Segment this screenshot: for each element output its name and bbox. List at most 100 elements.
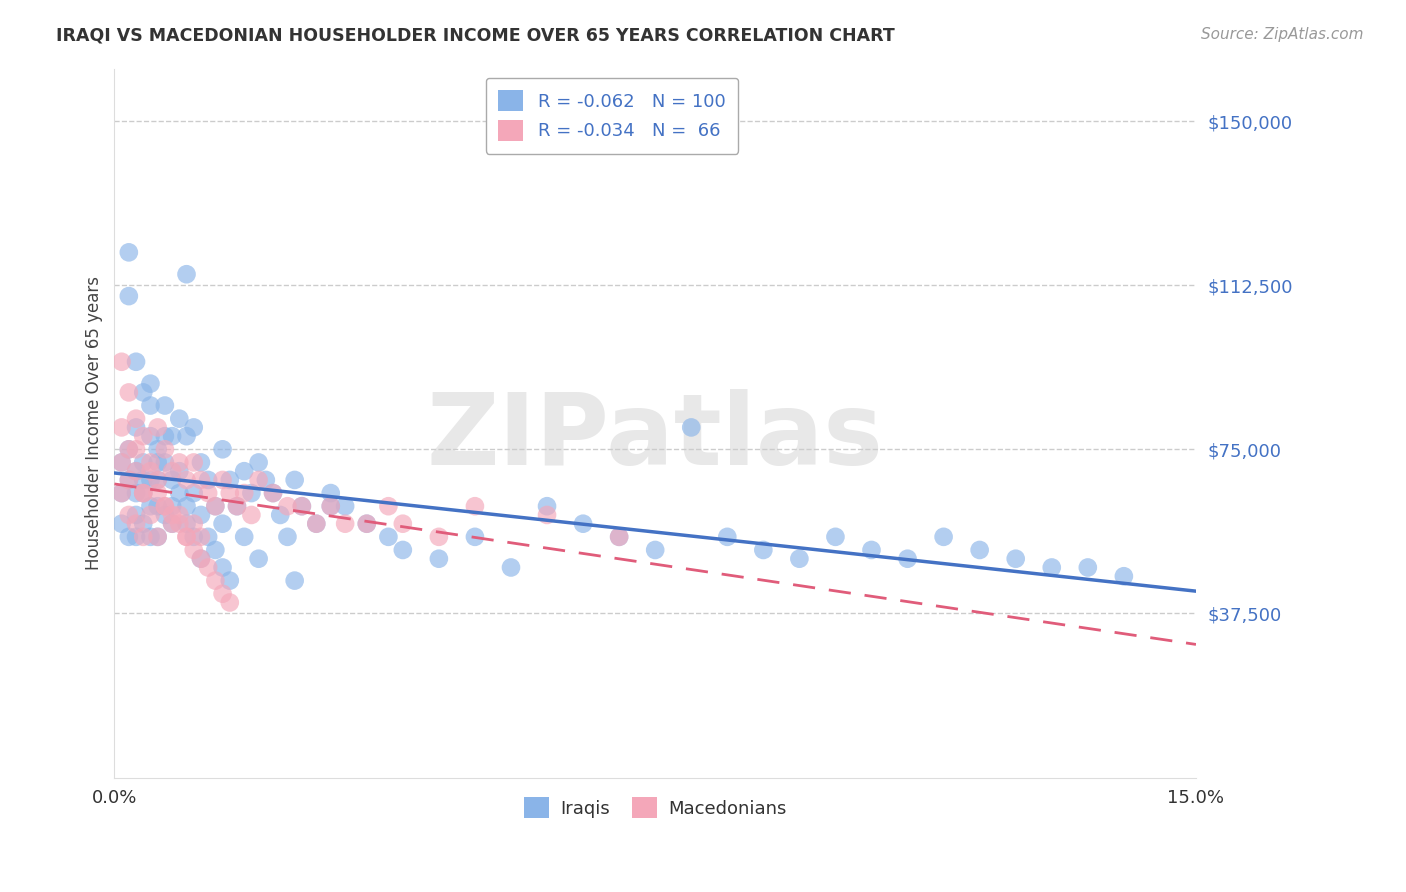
Point (118, 473, 141, 487)
Point (190, 551, 212, 566)
Point (160, 464, 183, 478)
Point (183, 530, 205, 544)
Point (204, 543, 226, 558)
Point (125, 464, 148, 478)
Point (139, 473, 162, 487)
Point (681, 420, 703, 434)
Point (427, 551, 450, 566)
Point (392, 516, 415, 531)
Point (111, 486, 134, 500)
Point (132, 486, 155, 500)
Point (139, 464, 162, 478)
Point (125, 442, 148, 457)
Point (139, 455, 162, 469)
Point (226, 499, 249, 513)
Point (153, 455, 176, 469)
Point (247, 473, 270, 487)
Point (190, 473, 212, 487)
Point (211, 473, 233, 487)
Point (118, 442, 141, 457)
Point (139, 399, 162, 413)
Point (111, 486, 134, 500)
Point (262, 486, 284, 500)
Point (118, 508, 141, 522)
Point (169, 508, 191, 522)
Point (392, 543, 415, 558)
Point (211, 560, 233, 574)
Point (190, 455, 212, 469)
Point (932, 530, 955, 544)
Point (377, 530, 399, 544)
Point (572, 516, 595, 531)
Point (262, 486, 284, 500)
Point (969, 543, 991, 558)
Point (146, 420, 169, 434)
Point (160, 516, 183, 531)
Point (218, 473, 240, 487)
Point (118, 473, 141, 487)
Point (1077, 560, 1099, 574)
Point (183, 455, 205, 469)
Point (218, 595, 240, 609)
Point (169, 464, 191, 478)
Point (146, 442, 169, 457)
Point (197, 486, 219, 500)
Point (111, 455, 134, 469)
Point (169, 455, 191, 469)
Point (789, 551, 811, 566)
Point (284, 574, 307, 588)
Point (356, 516, 378, 531)
Point (716, 530, 738, 544)
Point (896, 551, 918, 566)
Point (132, 429, 155, 443)
Point (607, 530, 630, 544)
Point (132, 455, 155, 469)
Point (276, 530, 298, 544)
Point (125, 355, 148, 369)
Point (125, 486, 148, 500)
Point (118, 530, 141, 544)
Point (319, 486, 342, 500)
Point (247, 551, 270, 566)
Point (132, 385, 155, 400)
Point (333, 499, 356, 513)
Text: ZIPatlas: ZIPatlas (427, 389, 883, 486)
Point (240, 486, 263, 500)
Point (160, 429, 183, 443)
Point (499, 560, 522, 574)
Point (291, 499, 314, 513)
Point (125, 530, 148, 544)
Point (153, 508, 176, 522)
Point (139, 499, 162, 513)
Point (125, 516, 148, 531)
Point (125, 411, 148, 425)
Point (190, 530, 212, 544)
Point (1040, 560, 1063, 574)
Point (211, 587, 233, 601)
Point (139, 530, 162, 544)
Point (118, 385, 141, 400)
Point (284, 473, 307, 487)
Point (183, 420, 205, 434)
Point (132, 530, 155, 544)
Point (291, 499, 314, 513)
Point (146, 499, 169, 513)
Point (464, 530, 486, 544)
Point (153, 399, 176, 413)
Y-axis label: Householder Income Over 65 years: Householder Income Over 65 years (86, 276, 103, 570)
Point (190, 508, 212, 522)
Point (276, 499, 298, 513)
Point (197, 560, 219, 574)
Point (176, 499, 198, 513)
Point (377, 499, 399, 513)
Point (204, 499, 226, 513)
Point (139, 508, 162, 522)
Point (118, 245, 141, 260)
Point (111, 516, 134, 531)
Point (111, 355, 134, 369)
Point (176, 473, 198, 487)
Point (176, 267, 198, 281)
Point (160, 516, 183, 531)
Point (211, 516, 233, 531)
Point (176, 516, 198, 531)
